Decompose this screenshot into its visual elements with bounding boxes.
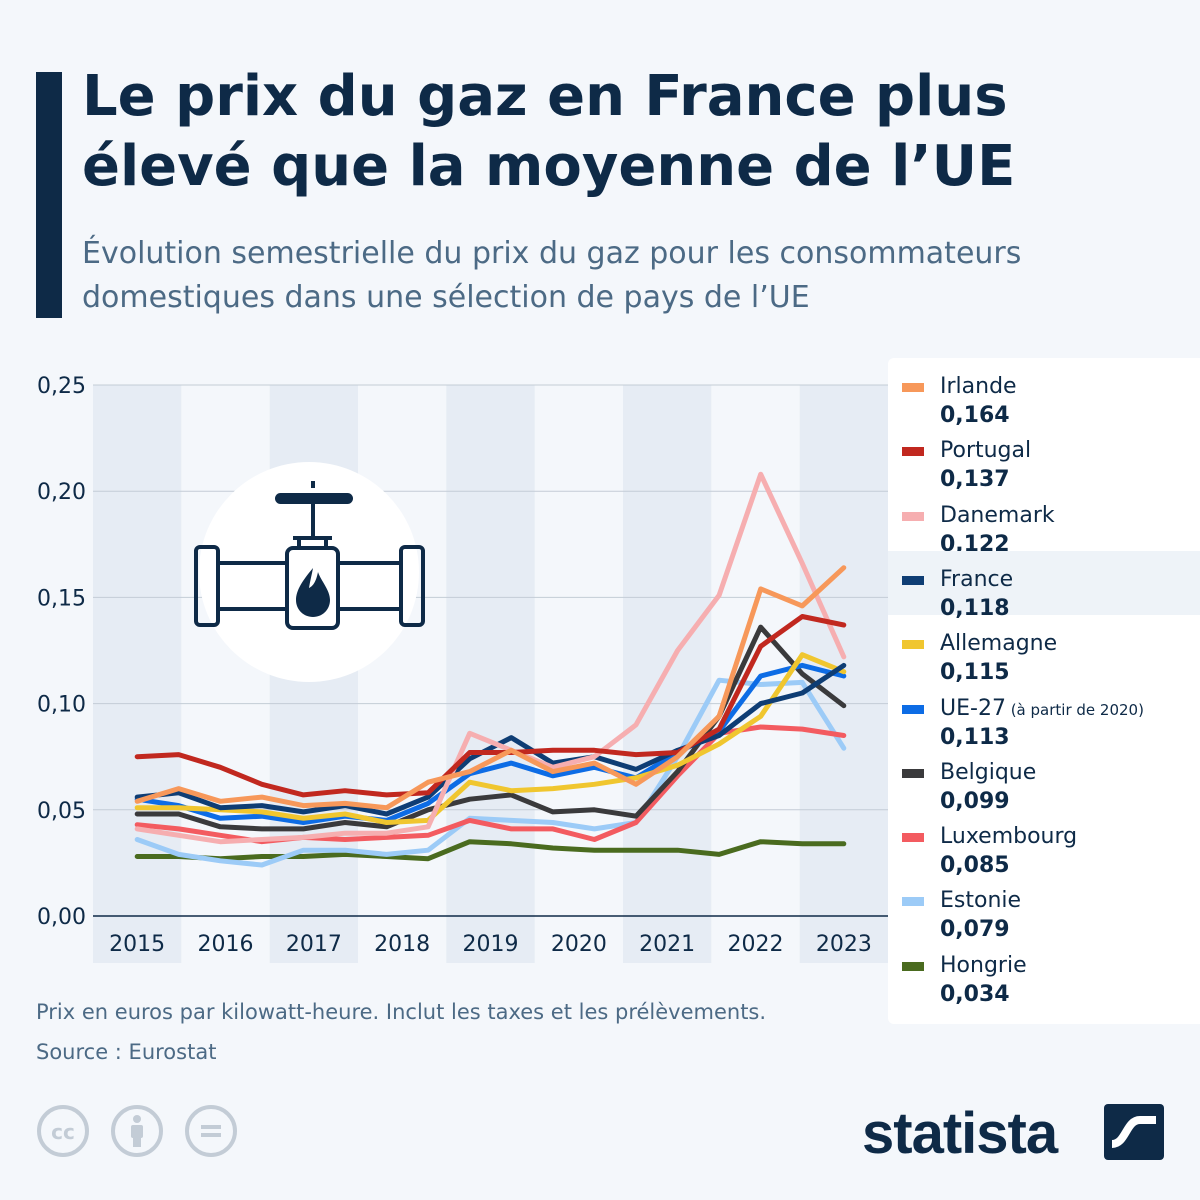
- year-band-2019: [446, 385, 535, 963]
- legend-swatch: [902, 640, 924, 650]
- legend-item: Portugal 0,137: [888, 422, 1200, 492]
- y-tick-label: 0,05: [37, 799, 86, 824]
- x-tick-label: 2017: [286, 932, 342, 957]
- legend-item: Irlande 0,164: [888, 358, 1200, 428]
- legend-label: Hongrie: [940, 952, 1027, 978]
- svg-text:cc: cc: [51, 1120, 75, 1144]
- legend-label: Irlande: [940, 374, 1017, 399]
- legend-swatch: [902, 704, 924, 714]
- legend-swatch: [902, 961, 924, 971]
- x-tick-label: 2020: [551, 932, 607, 957]
- series-line-estonie: [134, 677, 847, 868]
- no-derivatives-icon[interactable]: [184, 1104, 238, 1158]
- legend-label: Allemagne: [940, 631, 1058, 657]
- legend-label: Portugal: [940, 438, 1032, 464]
- chart-title: Le prix du gaz en France plus élevé que …: [82, 64, 1016, 199]
- y-tick-label: 0,20: [37, 480, 86, 505]
- legend-swatch: [902, 383, 924, 392]
- legend-swatch: [902, 575, 924, 585]
- cc-icon[interactable]: cc: [36, 1104, 90, 1158]
- series-line-danemark: [134, 471, 847, 845]
- legend-value: 0,115: [940, 660, 1010, 686]
- legend-label: Estonie: [940, 888, 1022, 914]
- legend-value: 0,099: [940, 788, 1010, 814]
- series-line-france: [134, 662, 847, 817]
- legend-swatch: [902, 447, 924, 457]
- x-tick-label: 2019: [463, 932, 519, 957]
- y-axis: 0,00 0,05 0,10 0,15 0,20 0,25: [37, 374, 86, 930]
- legend: Irlande 0,164 Portugal 0,137 Danemark 0,122 Fr…: [888, 358, 1200, 1024]
- legend-label: France: [940, 566, 1014, 592]
- legend-item: Allemagne 0,115: [888, 615, 1200, 685]
- legend-item: Belgique 0,099: [888, 744, 1200, 814]
- legend-item: Hongrie 0,034: [888, 937, 1200, 1007]
- x-tick-label: 2016: [198, 932, 254, 957]
- legend-label: Luxembourg: [940, 824, 1078, 850]
- y-tick-label: 0,00: [37, 905, 86, 930]
- x-tick-label: 2022: [728, 932, 784, 957]
- source-note: Source : Eurostat: [36, 1040, 217, 1064]
- legend-label: UE-27 (à partir de 2020): [940, 695, 1144, 721]
- statista-logo-icon: [1104, 1104, 1164, 1160]
- legend-value: 0,085: [940, 853, 1010, 879]
- series-line-allemagne: [134, 652, 847, 825]
- legend-label: Belgique: [940, 759, 1037, 785]
- brand-logo-text: statista: [862, 1101, 1058, 1166]
- legend-value: 0,118: [940, 595, 1010, 621]
- series-line-irlande: [134, 565, 847, 811]
- legend-value: 0,137: [940, 467, 1010, 493]
- y-tick-label: 0,25: [37, 374, 86, 399]
- x-tick-label: 2015: [109, 932, 165, 957]
- x-tick-label: 2023: [816, 932, 872, 957]
- legend-item: Danemark 0,122: [888, 487, 1200, 557]
- legend-value: 0,113: [940, 724, 1010, 750]
- x-axis: 2015 2016 2017 2018 2019 2020 2021 2022 2023: [109, 932, 872, 957]
- legend-label-note: (à partir de 2020): [1005, 700, 1144, 719]
- gas-pipe-icon: [194, 462, 425, 682]
- legend-item: France 0,118: [888, 550, 1200, 621]
- legend-item: Luxembourg 0,085: [888, 808, 1200, 878]
- attribution-icon[interactable]: [110, 1104, 164, 1158]
- year-band-2015: [93, 385, 182, 963]
- legend-item: Estonie 0,079: [888, 872, 1200, 942]
- legend-swatch: [902, 768, 924, 778]
- chart-subtitle: Évolution semestrielle du prix du gaz po…: [82, 236, 1022, 315]
- legend-value: 0,034: [940, 981, 1010, 1007]
- series-line-hongrie: [134, 839, 847, 862]
- series-line-portugal: [134, 614, 847, 798]
- y-tick-label: 0,10: [37, 693, 86, 718]
- legend-swatch: [902, 833, 924, 843]
- title-accent-bar: [36, 72, 62, 318]
- legend-swatch: [902, 897, 924, 907]
- line-chart: 0,000,050,100,150,200,25 2015 2016 2017 201…: [37, 374, 888, 963]
- y-tick-label: 0,15: [37, 586, 86, 611]
- series-lines: [134, 471, 847, 868]
- x-tick-label: 2018: [374, 932, 430, 957]
- legend-value: 0,079: [940, 917, 1010, 943]
- legend-label: Danemark: [940, 502, 1055, 528]
- legend-item: UE-27 (à partir de 2020) 0,113: [888, 680, 1200, 750]
- legend-swatch: [902, 511, 924, 521]
- series-line-ue-27: [134, 662, 847, 825]
- footnote: Prix en euros par kilowatt-heure. Inclut…: [36, 1000, 767, 1024]
- x-tick-label: 2021: [639, 932, 695, 957]
- legend-value: 0,164: [940, 403, 1010, 428]
